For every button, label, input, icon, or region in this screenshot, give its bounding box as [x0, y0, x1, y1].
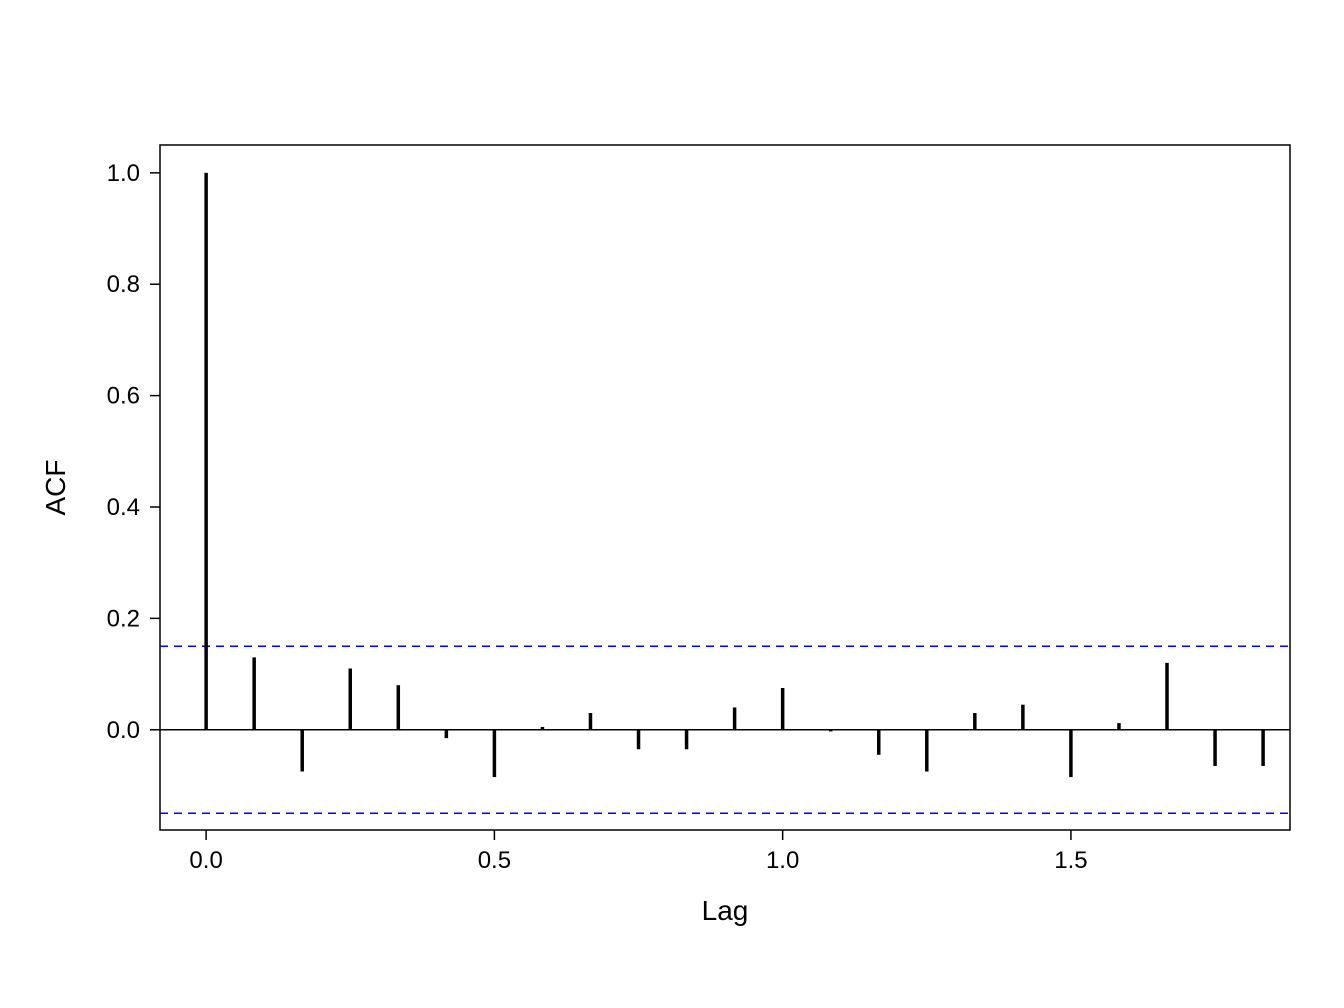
- y-tick-label: 0.2: [107, 605, 140, 632]
- y-tick-label: 0.6: [107, 383, 140, 410]
- y-tick-label: 0.0: [107, 717, 140, 744]
- acf-chart-container: 0.0 0.5 1.0 1.5 0.0 0.2 0.4 0.6 0.8 1.0 Lag ACF: [0, 0, 1344, 1008]
- acf-chart-svg: 0.0 0.5 1.0 1.5 0.0 0.2 0.4 0.6 0.8 1.0 Lag ACF: [0, 0, 1344, 1008]
- x-tick-label: 0.5: [478, 847, 511, 874]
- y-tick-label: 0.8: [107, 271, 140, 298]
- x-axis-label: Lag: [702, 895, 749, 926]
- x-tick-label: 0.0: [189, 847, 222, 874]
- y-tick-label: 0.4: [107, 494, 140, 521]
- x-tick-label: 1.5: [1054, 847, 1087, 874]
- y-axis-label: ACF: [40, 460, 71, 516]
- y-tick-label: 1.0: [107, 160, 140, 187]
- x-tick-label: 1.0: [766, 847, 799, 874]
